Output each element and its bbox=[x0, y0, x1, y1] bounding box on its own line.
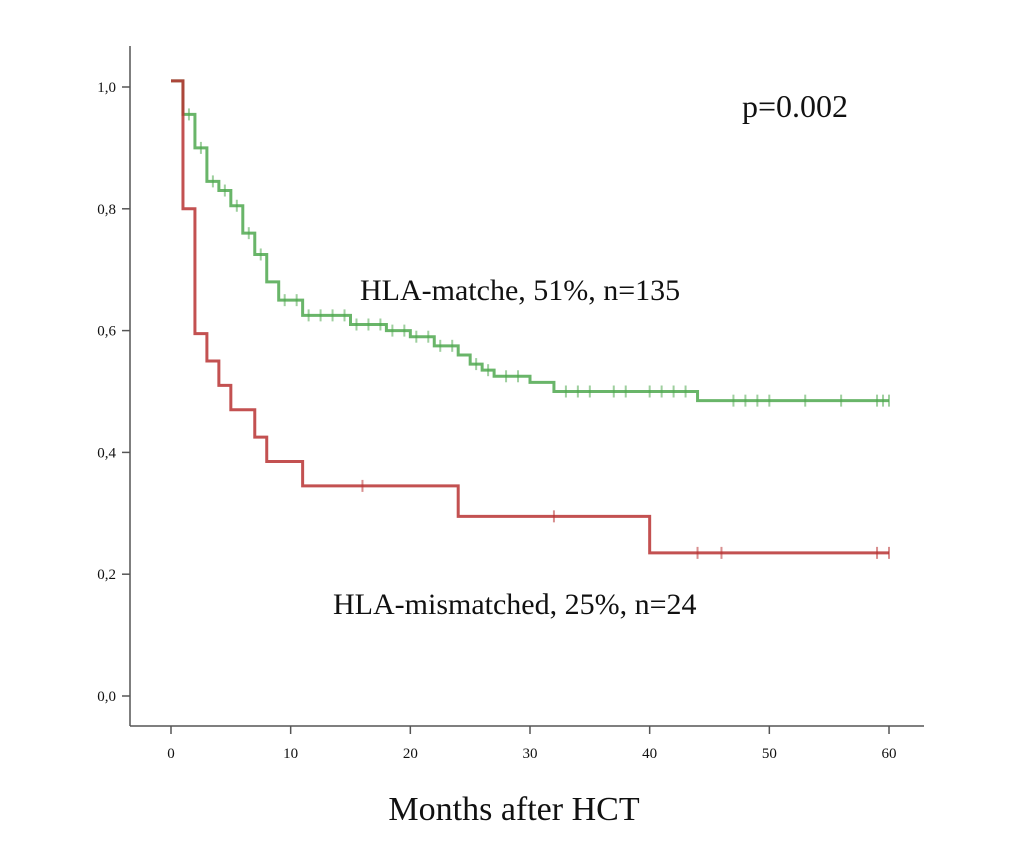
x-tick-label: 30 bbox=[523, 746, 538, 762]
y-tick-label: 0,4 bbox=[97, 445, 116, 461]
y-ticks: 0,0 0,2 0,4 0,6 0,8 1,0 bbox=[97, 80, 130, 705]
series-layer bbox=[171, 79, 890, 559]
axes: 0,0 0,2 0,4 0,6 0,8 1,0 0 10 20 30 40 50 60 bbox=[97, 46, 924, 762]
x-tick-label: 60 bbox=[882, 746, 897, 762]
y-tick-label: 1,0 bbox=[97, 80, 116, 96]
p-value-annotation: p=0.002 bbox=[742, 88, 848, 124]
x-ticks: 0 10 20 30 40 50 60 bbox=[167, 726, 897, 762]
x-tick-label: 50 bbox=[762, 746, 777, 762]
x-tick-label: 10 bbox=[283, 746, 298, 762]
x-tick-label: 40 bbox=[642, 746, 657, 762]
x-tick-label: 20 bbox=[403, 746, 418, 762]
y-tick-label: 0,8 bbox=[97, 202, 116, 218]
mismatched-series-label: HLA-mismatched, 25%, n=24 bbox=[333, 588, 697, 621]
x-axis-label: Months after HCT bbox=[388, 791, 639, 828]
series-hla-matche bbox=[171, 79, 890, 407]
y-tick-label: 0,6 bbox=[97, 324, 116, 340]
series-hla-mismatched bbox=[171, 79, 890, 559]
x-tick-label: 0 bbox=[167, 746, 175, 762]
series-line-hla-matche bbox=[171, 79, 889, 403]
series-line-hla-mismatched bbox=[171, 79, 889, 555]
y-tick-label: 0,2 bbox=[97, 567, 116, 583]
y-tick-label: 0,0 bbox=[97, 689, 116, 705]
matched-series-label: HLA-matche, 51%, n=135 bbox=[360, 274, 680, 307]
